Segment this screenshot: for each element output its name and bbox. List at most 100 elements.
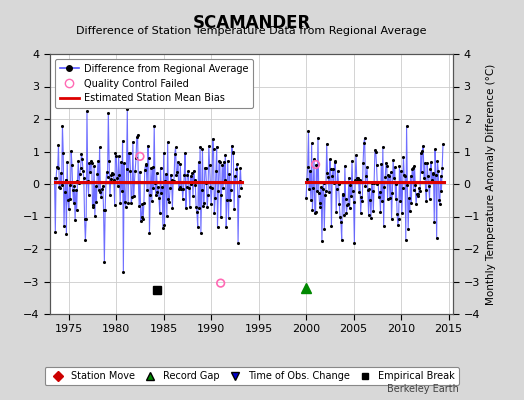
Point: [228, 149, 237, 156]
Point: [403, 182, 411, 189]
Point: [133, 134, 141, 140]
Point: [179, 196, 187, 202]
Point: [94, 158, 102, 164]
Point: [229, 149, 237, 156]
Point: [377, 161, 386, 167]
Point: [223, 197, 231, 203]
Point: [311, 210, 319, 216]
Point: [387, 169, 395, 176]
Point: [166, 185, 174, 191]
Point: [302, 194, 310, 201]
Point: [402, 123, 411, 129]
Point: [329, 166, 337, 172]
Point: [112, 153, 121, 159]
Point: [340, 212, 348, 219]
Point: [52, 174, 60, 181]
Point: [108, 170, 116, 176]
Point: [345, 174, 353, 181]
Point: [328, 173, 336, 179]
Point: [379, 144, 387, 150]
Point: [206, 184, 214, 190]
Point: [167, 172, 175, 178]
Point: [319, 180, 328, 186]
Point: [190, 168, 198, 174]
Point: [131, 167, 139, 174]
Point: [363, 164, 371, 170]
Point: [88, 160, 96, 166]
Point: [325, 156, 334, 162]
Point: [429, 170, 438, 176]
Point: [419, 142, 428, 149]
Point: [427, 159, 435, 166]
Point: [413, 191, 421, 198]
Point: [169, 178, 178, 184]
Point: [95, 144, 104, 150]
Point: [174, 186, 183, 192]
Point: [203, 204, 211, 211]
Point: [127, 200, 136, 206]
Point: [103, 174, 112, 181]
Point: [142, 161, 150, 168]
Point: [187, 181, 195, 188]
Point: [83, 178, 92, 184]
Point: [436, 173, 445, 179]
Point: [314, 190, 323, 196]
Point: [326, 166, 335, 172]
Point: [315, 200, 324, 206]
Point: [159, 150, 168, 156]
Point: [93, 171, 102, 177]
Point: [342, 210, 351, 216]
Point: [378, 198, 386, 204]
Point: [320, 226, 329, 232]
Point: [144, 142, 152, 149]
Point: [176, 161, 184, 168]
Point: [375, 193, 383, 200]
Text: Berkeley Earth: Berkeley Earth: [387, 384, 458, 394]
Point: [69, 186, 77, 193]
Point: [434, 168, 442, 174]
Point: [216, 280, 225, 286]
Point: [433, 158, 442, 164]
Point: [196, 144, 204, 150]
Point: [145, 155, 153, 162]
Point: [51, 228, 60, 235]
Point: [304, 128, 313, 134]
Point: [120, 160, 128, 167]
Point: [401, 237, 410, 243]
Point: [58, 122, 67, 129]
Point: [400, 172, 408, 178]
Point: [210, 210, 219, 216]
Point: [60, 223, 68, 229]
Point: [137, 218, 145, 224]
Point: [426, 166, 434, 172]
Point: [57, 169, 65, 176]
Point: [424, 183, 433, 190]
Point: [384, 196, 392, 202]
Point: [59, 150, 68, 156]
Point: [366, 197, 374, 203]
Point: [306, 168, 314, 174]
Point: [117, 188, 126, 195]
Point: [439, 141, 447, 148]
Point: [109, 171, 117, 177]
Point: [230, 206, 238, 212]
Point: [404, 226, 412, 232]
Point: [181, 150, 189, 156]
Point: [220, 158, 228, 165]
Point: [99, 183, 107, 189]
Point: [339, 192, 347, 198]
Point: [199, 202, 208, 209]
Point: [355, 188, 363, 195]
Point: [205, 162, 214, 169]
Point: [56, 184, 64, 191]
Point: [146, 192, 155, 198]
Point: [115, 172, 124, 178]
Point: [116, 200, 124, 207]
Point: [123, 106, 132, 113]
Point: [141, 162, 150, 168]
Point: [339, 190, 347, 197]
Point: [106, 176, 115, 183]
Point: [341, 163, 349, 169]
Point: [171, 144, 180, 151]
Point: [358, 198, 366, 205]
